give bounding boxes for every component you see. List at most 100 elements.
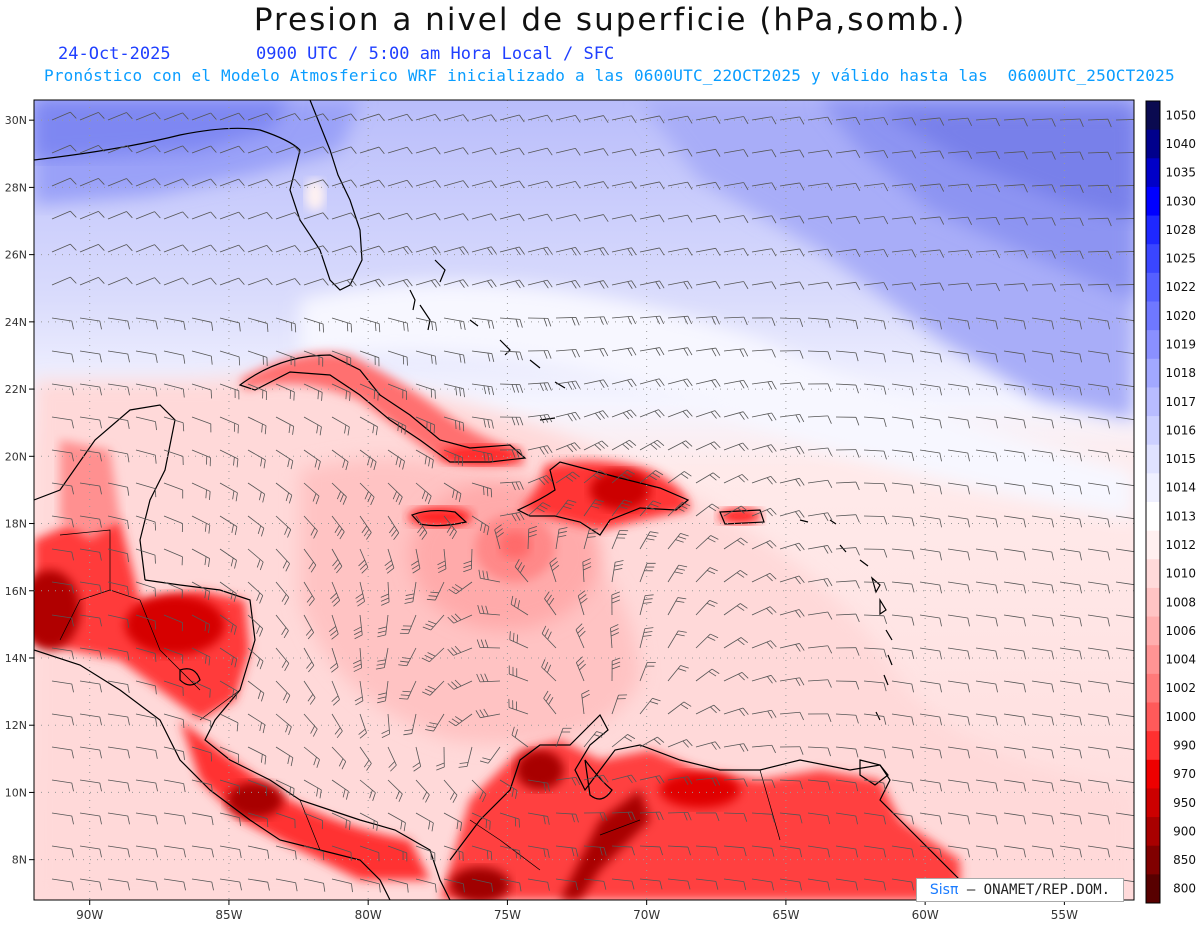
wind-barb	[247, 145, 273, 154]
wind-barb	[443, 878, 465, 893]
wind-barb	[1087, 383, 1110, 396]
wind-barb	[191, 548, 211, 568]
wind-barb	[667, 630, 687, 649]
wind-barb	[695, 441, 721, 451]
wind-barb	[79, 878, 102, 891]
wind-barb	[107, 614, 130, 628]
wind-barb	[611, 378, 637, 388]
wind-barb	[919, 515, 942, 528]
wind-barb	[426, 581, 445, 601]
wind-barb	[448, 581, 473, 595]
wind-barb	[975, 548, 998, 561]
wind-barb	[1003, 680, 1026, 693]
wind-barb	[353, 614, 363, 640]
wind-barb	[779, 413, 805, 423]
lon-tick-label: 65W	[772, 908, 799, 922]
wind-barb	[583, 280, 609, 289]
wind-barb	[723, 812, 748, 822]
wind-barb	[499, 779, 518, 799]
wind-barb	[191, 845, 214, 858]
wind-barb	[163, 277, 189, 286]
wind-barb	[975, 845, 998, 858]
wind-barb	[1059, 680, 1082, 693]
wind-barb	[387, 113, 413, 122]
wind-barb	[219, 878, 242, 891]
wind-barb	[163, 581, 183, 599]
wind-barb	[359, 317, 381, 333]
wind-barb	[436, 746, 445, 771]
wind-barb	[219, 713, 239, 732]
wind-barb	[1087, 680, 1110, 693]
wind-barb	[751, 540, 777, 550]
wind-barb	[163, 244, 189, 253]
wind-barb	[1115, 284, 1134, 286]
wind-barb	[667, 115, 693, 124]
colorbar-swatch	[1146, 759, 1160, 789]
wind-barb	[975, 482, 998, 495]
wind-barb	[611, 694, 628, 715]
wind-barb	[695, 214, 721, 223]
wind-barb	[79, 647, 102, 660]
wind-barb	[947, 614, 970, 627]
wind-barb	[863, 647, 887, 658]
wind-barb	[191, 317, 214, 331]
wind-barb	[947, 713, 970, 726]
wind-barb	[247, 680, 265, 702]
wind-barb	[247, 112, 273, 121]
wind-barb	[107, 647, 130, 661]
wind-barb	[583, 499, 604, 517]
wind-barb	[835, 350, 859, 362]
wind-barb	[919, 150, 945, 159]
wind-barb	[331, 245, 357, 253]
wind-barb	[219, 350, 241, 366]
wind-barb	[359, 278, 385, 288]
wind-barb	[582, 558, 592, 583]
wind-barb	[835, 845, 858, 858]
colorbar-swatch	[1146, 817, 1160, 847]
wind-barb	[835, 713, 859, 724]
wind-barb	[695, 503, 720, 517]
wind-barb	[919, 779, 942, 792]
wind-barb	[107, 350, 130, 363]
wind-barb	[1003, 845, 1026, 858]
wind-barb	[1059, 845, 1082, 858]
colorbar-label: 800	[1173, 882, 1196, 896]
wind-barb	[667, 501, 691, 517]
model-info: Pronóstico con el Modelo Atmosferico WRF…	[44, 66, 1175, 85]
wind-barb	[947, 779, 970, 792]
wind-barb	[51, 350, 74, 363]
wind-barb	[247, 647, 264, 670]
wind-barb	[163, 482, 184, 499]
lat-tick-label: 20N	[5, 450, 27, 463]
wind-barb	[471, 180, 497, 188]
colorbar-label: 850	[1173, 853, 1196, 867]
wind-barb	[303, 548, 317, 573]
wind-barb	[891, 713, 914, 726]
wind-barb	[611, 734, 636, 748]
colorbar-swatch	[1146, 215, 1160, 245]
wind-barb	[331, 515, 345, 540]
wind-barb	[1031, 845, 1054, 858]
wind-barb	[1087, 250, 1112, 260]
wind-barb	[163, 713, 185, 729]
wind-barb	[330, 581, 341, 607]
wind-barb	[807, 812, 831, 825]
wind-barb	[751, 640, 777, 649]
wind-barb	[247, 812, 269, 828]
wind-barb	[331, 680, 340, 706]
wind-barb	[667, 315, 692, 325]
wind-barb	[779, 779, 803, 790]
wind-barb	[219, 548, 237, 569]
wind-barb	[543, 690, 557, 715]
wind-barb	[359, 146, 385, 155]
wind-barb	[107, 178, 133, 187]
colorbar-label: 970	[1173, 767, 1196, 781]
wind-barb	[51, 581, 74, 594]
wind-barb	[583, 878, 607, 890]
wind-barb	[135, 878, 158, 891]
wind-barb	[1059, 614, 1082, 627]
wind-barb	[191, 277, 217, 286]
wind-barb	[891, 183, 917, 192]
wind-barb	[303, 779, 322, 799]
wind-barb	[247, 515, 265, 537]
